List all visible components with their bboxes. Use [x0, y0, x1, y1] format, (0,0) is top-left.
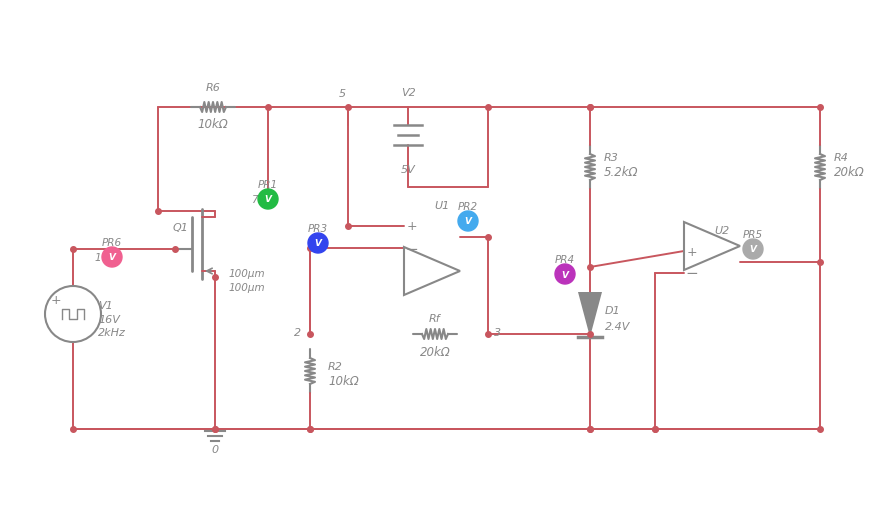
Text: V: V — [314, 239, 321, 248]
Text: 100µm: 100µm — [228, 282, 266, 293]
Text: R3: R3 — [604, 153, 619, 163]
Text: V: V — [109, 253, 116, 262]
Text: PR6: PR6 — [102, 238, 122, 247]
Text: 20kΩ: 20kΩ — [834, 166, 865, 179]
Circle shape — [308, 234, 328, 253]
Text: 2.4V: 2.4V — [605, 322, 630, 332]
Text: D1: D1 — [605, 305, 620, 315]
Circle shape — [555, 265, 575, 285]
Circle shape — [258, 190, 278, 210]
Text: U1: U1 — [435, 201, 450, 211]
Text: −: − — [405, 241, 419, 256]
Circle shape — [743, 240, 763, 260]
Text: 10kΩ: 10kΩ — [328, 375, 358, 388]
Text: PR3: PR3 — [308, 223, 328, 234]
Text: R2: R2 — [328, 361, 342, 371]
Text: PR4: PR4 — [555, 254, 575, 265]
Circle shape — [102, 247, 122, 267]
Text: PR1: PR1 — [258, 180, 278, 190]
Text: 2kHz: 2kHz — [98, 327, 126, 337]
Text: +: + — [687, 245, 697, 258]
Text: Rf: Rf — [429, 314, 441, 323]
Text: Q1: Q1 — [172, 222, 188, 233]
Text: V1: V1 — [98, 300, 112, 310]
Text: −: − — [686, 266, 698, 281]
Polygon shape — [578, 293, 602, 337]
Text: 0: 0 — [212, 444, 219, 454]
Text: V2: V2 — [401, 88, 415, 98]
Text: 3: 3 — [495, 327, 502, 337]
Text: R6: R6 — [205, 83, 220, 93]
Text: PR5: PR5 — [743, 230, 763, 240]
Text: 7: 7 — [250, 194, 258, 205]
Text: 100µm: 100µm — [228, 268, 266, 278]
Text: +: + — [50, 294, 61, 307]
Text: PR2: PR2 — [458, 202, 478, 212]
Text: 5: 5 — [338, 89, 345, 99]
Text: 10kΩ: 10kΩ — [197, 117, 228, 130]
Text: 16V: 16V — [98, 315, 119, 324]
Text: 20kΩ: 20kΩ — [419, 345, 450, 358]
Text: 2: 2 — [295, 327, 302, 337]
Text: V: V — [561, 270, 568, 279]
Text: 5V: 5V — [401, 165, 415, 175]
Text: V: V — [265, 195, 272, 204]
Text: +: + — [407, 220, 418, 233]
Text: R4: R4 — [834, 153, 849, 163]
Text: 1: 1 — [95, 252, 101, 263]
Text: U2: U2 — [714, 225, 729, 236]
Circle shape — [458, 212, 478, 232]
Text: 5.2kΩ: 5.2kΩ — [604, 166, 638, 179]
Text: V: V — [465, 217, 472, 226]
Text: V: V — [750, 245, 757, 254]
